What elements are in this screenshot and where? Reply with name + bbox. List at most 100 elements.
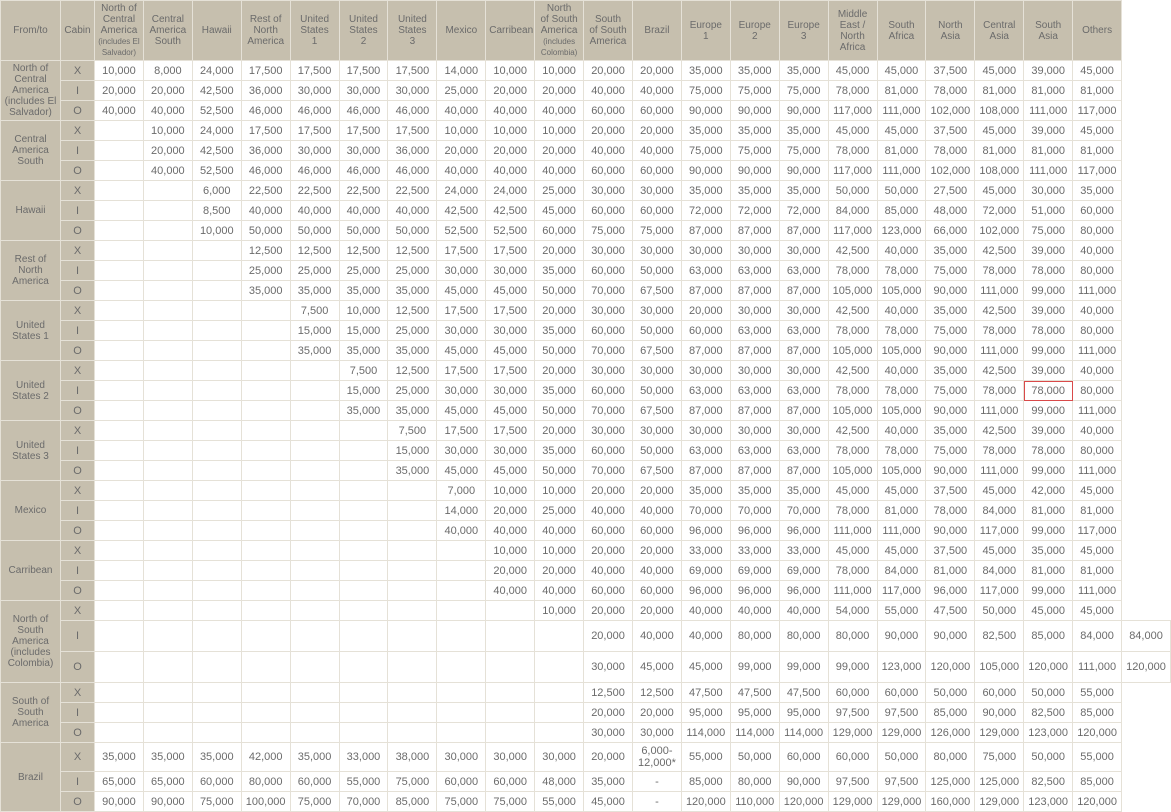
value-cell bbox=[241, 703, 290, 723]
value-cell: 14,000 bbox=[437, 501, 486, 521]
value-cell: 17,500 bbox=[437, 241, 486, 261]
value-cell bbox=[241, 361, 290, 381]
value-cell: 45,000 bbox=[1024, 601, 1073, 621]
value-cell bbox=[388, 683, 437, 703]
cabin-cell: I bbox=[61, 703, 95, 723]
value-cell: 35,000 bbox=[584, 772, 633, 792]
value-cell: 12,500 bbox=[339, 241, 388, 261]
value-cell bbox=[143, 723, 192, 743]
value-cell bbox=[143, 501, 192, 521]
value-cell bbox=[486, 621, 535, 652]
value-cell: 55,000 bbox=[1073, 683, 1122, 703]
value-cell: 60,000 bbox=[877, 683, 926, 703]
value-cell bbox=[290, 381, 339, 401]
value-cell: 45,000 bbox=[632, 652, 681, 683]
value-cell: 63,000 bbox=[730, 441, 779, 461]
table-row: O40,00040,00052,50046,00046,00046,00046,… bbox=[1, 101, 1171, 121]
value-cell: 87,000 bbox=[681, 461, 730, 481]
value-cell: - bbox=[632, 772, 681, 792]
value-cell: 81,000 bbox=[1024, 81, 1073, 101]
value-cell bbox=[290, 601, 339, 621]
value-cell: 85,000 bbox=[1073, 772, 1122, 792]
value-cell: 35,000 bbox=[681, 121, 730, 141]
value-cell: 81,000 bbox=[877, 501, 926, 521]
value-cell: 45,000 bbox=[975, 541, 1024, 561]
value-cell: 85,000 bbox=[388, 792, 437, 812]
value-cell: 75,000 bbox=[290, 792, 339, 812]
value-cell: 30,000 bbox=[339, 141, 388, 161]
col-10: Southof SouthAmerica bbox=[584, 1, 633, 61]
value-cell: 40,000 bbox=[877, 301, 926, 321]
value-cell bbox=[192, 723, 241, 743]
table-row: O40,00040,00060,00060,00096,00096,00096,… bbox=[1, 581, 1171, 601]
value-cell: 17,500 bbox=[437, 361, 486, 381]
cabin-cell: I bbox=[61, 141, 95, 161]
value-cell bbox=[339, 723, 388, 743]
value-cell: 30,000 bbox=[681, 421, 730, 441]
value-cell: 30,000 bbox=[730, 421, 779, 441]
table-row: BrazilX35,00035,00035,00042,00035,00033,… bbox=[1, 743, 1171, 772]
value-cell: 40,000 bbox=[437, 101, 486, 121]
value-cell: 30,000 bbox=[584, 421, 633, 441]
value-cell bbox=[339, 561, 388, 581]
value-cell: 80,000 bbox=[779, 621, 828, 652]
value-cell: 46,000 bbox=[290, 101, 339, 121]
value-cell: 111,000 bbox=[1073, 461, 1122, 481]
value-cell bbox=[388, 621, 437, 652]
cabin-cell: O bbox=[61, 652, 95, 683]
value-cell: 10,000 bbox=[535, 601, 584, 621]
value-cell bbox=[437, 723, 486, 743]
col-0: North ofCentralAmerica(includes ElSalvad… bbox=[95, 1, 144, 61]
value-cell: 105,000 bbox=[828, 341, 877, 361]
value-cell: 50,000 bbox=[1024, 683, 1073, 703]
value-cell: 67,500 bbox=[632, 401, 681, 421]
value-cell: 8,000 bbox=[143, 61, 192, 81]
value-cell: 8,500 bbox=[192, 201, 241, 221]
value-cell: 17,500 bbox=[486, 361, 535, 381]
value-cell bbox=[290, 421, 339, 441]
value-cell: 87,000 bbox=[730, 221, 779, 241]
value-cell bbox=[95, 683, 144, 703]
value-cell: 99,000 bbox=[1024, 341, 1073, 361]
value-cell: 35,000 bbox=[388, 281, 437, 301]
value-cell: 45,000 bbox=[877, 541, 926, 561]
value-cell: 10,000 bbox=[535, 61, 584, 81]
value-cell: 75,000 bbox=[632, 221, 681, 241]
col-9: Northof SouthAmerica(includesColombia) bbox=[535, 1, 584, 61]
cabin-cell: O bbox=[61, 221, 95, 241]
value-cell: 67,500 bbox=[632, 341, 681, 361]
value-cell: 123,000 bbox=[1024, 723, 1073, 743]
value-cell: 60,000 bbox=[779, 743, 828, 772]
value-cell: 72,000 bbox=[779, 201, 828, 221]
value-cell: 40,000 bbox=[730, 601, 779, 621]
award-chart: { "header": { "fromto": "From/to", "cabi… bbox=[0, 0, 1171, 812]
value-cell: 126,000 bbox=[926, 723, 975, 743]
value-cell bbox=[143, 261, 192, 281]
value-cell: 78,000 bbox=[877, 441, 926, 461]
value-cell: 85,000 bbox=[1073, 703, 1122, 723]
value-cell bbox=[339, 461, 388, 481]
value-cell: 30,000 bbox=[1024, 181, 1073, 201]
table-row: HawaiiX6,00022,50022,50022,50022,50024,0… bbox=[1, 181, 1171, 201]
value-cell: 105,000 bbox=[975, 652, 1024, 683]
value-cell: 120,000 bbox=[1122, 652, 1171, 683]
value-cell: 10,000 bbox=[486, 481, 535, 501]
value-cell: 90,000 bbox=[779, 161, 828, 181]
value-cell bbox=[192, 421, 241, 441]
table-row: MexicoX7,00010,00010,00020,00020,00035,0… bbox=[1, 481, 1171, 501]
value-cell: 111,000 bbox=[877, 101, 926, 121]
value-cell: 46,000 bbox=[290, 161, 339, 181]
value-cell: 123,000 bbox=[877, 652, 926, 683]
value-cell: 75,000 bbox=[584, 221, 633, 241]
value-cell: 45,000 bbox=[486, 461, 535, 481]
value-cell: 87,000 bbox=[681, 221, 730, 241]
value-cell: 72,000 bbox=[975, 201, 1024, 221]
value-cell: 30,000 bbox=[681, 241, 730, 261]
value-cell: 36,000 bbox=[241, 81, 290, 101]
value-cell: 30,000 bbox=[632, 723, 681, 743]
value-cell bbox=[388, 561, 437, 581]
value-cell: 105,000 bbox=[828, 461, 877, 481]
value-cell bbox=[388, 581, 437, 601]
value-cell bbox=[290, 703, 339, 723]
cabin-cell: X bbox=[61, 743, 95, 772]
